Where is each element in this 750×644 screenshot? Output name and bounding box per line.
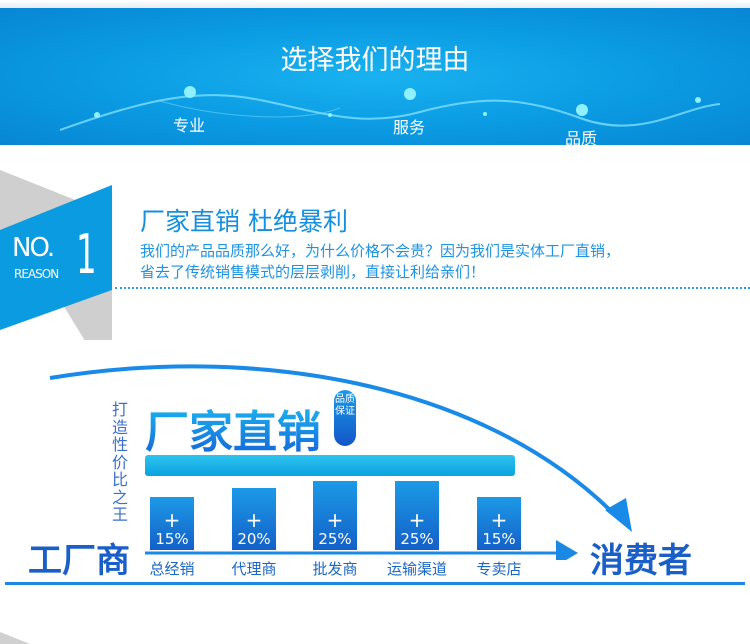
arrowhead-icon	[556, 540, 578, 560]
markup-value: 25%	[318, 530, 352, 548]
slogan-vertical: 打造性价比之王	[111, 400, 128, 524]
markup-column: +20%	[232, 488, 276, 550]
reasons-banner: 选择我们的理由 专业 服务 品质	[0, 8, 750, 148]
markup-value: 20%	[237, 530, 271, 548]
dotted-divider	[115, 287, 750, 289]
banner-title: 选择我们的理由	[280, 45, 470, 76]
markup-value: 25%	[400, 530, 434, 548]
consumer-label: 消费者	[590, 541, 692, 581]
step-label: 运输渠道	[386, 560, 447, 578]
wave-lines	[59, 86, 721, 131]
feature-quality: 品质	[565, 129, 598, 148]
reason-no-label: NO.	[12, 233, 55, 263]
markup-value: 15%	[482, 530, 516, 548]
direct-bar	[145, 455, 515, 476]
quality-badge: 品质保证	[334, 390, 356, 446]
markup-column: +15%	[150, 497, 194, 550]
step-label: 总经销	[149, 560, 195, 578]
plus-icon: +	[490, 508, 508, 532]
markup-column: +25%	[313, 481, 357, 550]
reason-number: 1	[76, 223, 97, 286]
headline: 厂家直销	[145, 396, 321, 460]
corner-decoration	[0, 632, 30, 644]
markup-column: +15%	[477, 497, 521, 550]
step-label: 代理商	[231, 560, 277, 578]
plus-icon: +	[326, 508, 344, 532]
step-label: 批发商	[312, 560, 358, 578]
reason-line-2: 省去了传统销售模式的层层剥削，直接让利给亲们！	[140, 263, 486, 281]
step-label: 专卖店	[476, 560, 522, 578]
reason-title: 厂家直销 杜绝暴利	[140, 207, 348, 236]
feature-service: 服务	[393, 118, 426, 137]
location-pin-icons	[94, 86, 701, 118]
arrowhead-icon	[605, 498, 632, 532]
plus-icon: +	[245, 508, 263, 532]
feature-professional: 专业	[173, 116, 206, 135]
baseline	[5, 582, 745, 585]
factory-label: 工厂商	[28, 541, 130, 581]
markup-value: 15%	[155, 530, 189, 548]
plus-icon: +	[408, 508, 426, 532]
reason-label: REASON	[14, 267, 59, 281]
top-fade	[0, 0, 750, 8]
plus-icon: +	[163, 508, 181, 532]
reason-line-1: 我们的产品品质那么好，为什么价格不会贵？因为我们是实体工厂直销，	[140, 242, 621, 260]
markup-column: +25%	[395, 481, 439, 550]
bypass-arrow	[49, 364, 632, 560]
reason-badge	[0, 170, 112, 340]
